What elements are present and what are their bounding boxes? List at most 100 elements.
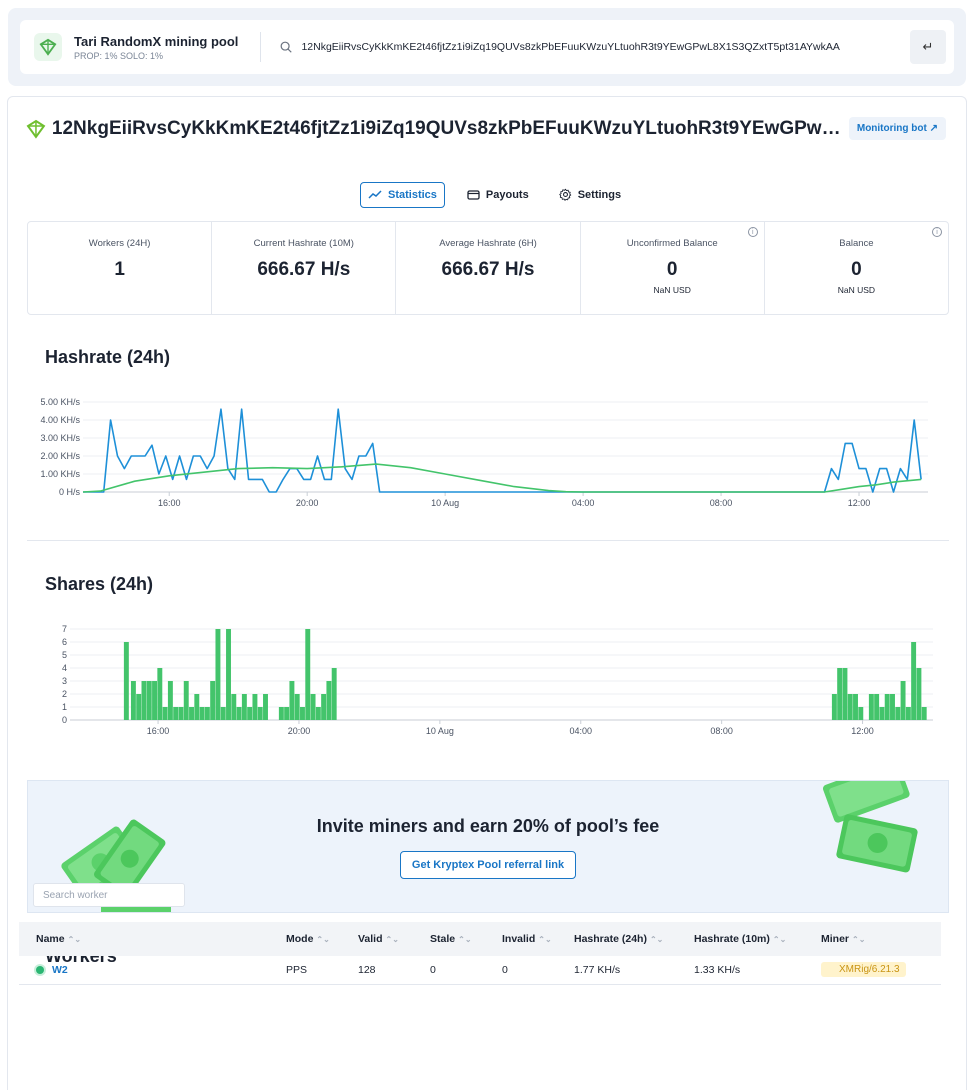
workers-table: Name ⌃⌄ Mode ⌃⌄ Valid ⌃⌄ Stale ⌃⌄ Invalid ⌃⌄ … [19, 922, 941, 985]
column-header-invalid[interactable]: Invalid ⌃⌄ [485, 922, 557, 956]
y-tick-label: 1.00 KH/s [40, 469, 80, 479]
enter-icon: ↵ [922, 39, 934, 54]
tari-logo-icon[interactable] [34, 33, 62, 61]
x-tick-label: 20:00 [288, 726, 311, 736]
table-row[interactable]: W2 PPS 128 0 0 1.77 KH/s 1.33 KH/s XMRig… [19, 956, 941, 985]
shares-bar [215, 629, 221, 720]
worker-mode: PPS [269, 956, 341, 985]
wallet-header: 12NkgEiiRvsCyKkKmKE2t46fjtZz1i9iZq19QUVs… [26, 117, 946, 140]
online-status-icon [36, 965, 44, 974]
stat-label: Balance [839, 238, 874, 249]
referral-link-button[interactable]: Get Kryptex Pool referral link [400, 851, 576, 879]
y-tick-label: 2.00 KH/s [40, 451, 80, 461]
shares-bar [204, 707, 210, 720]
shares-bar [263, 694, 268, 720]
shares-bar [146, 681, 152, 720]
x-tick-label: 16:00 [147, 726, 170, 736]
shares-bar [321, 694, 327, 720]
shares-bar [289, 681, 295, 720]
shares-bar [162, 707, 168, 720]
y-tick-label: 0 [62, 715, 67, 725]
shares-bar [183, 681, 189, 720]
address-search-input[interactable] [301, 41, 892, 53]
column-header-mode[interactable]: Mode ⌃⌄ [269, 922, 341, 956]
shares-bar [837, 668, 843, 720]
stat-usd-value: NaN USD [837, 285, 876, 295]
monitoring-bot-button[interactable]: Monitoring bot ↗ [848, 117, 946, 140]
shares-bar [278, 707, 284, 720]
worker-valid: 128 [341, 956, 413, 985]
shares-bar [921, 707, 927, 720]
column-header-name[interactable]: Name ⌃⌄ [19, 922, 269, 956]
stat-value: 1 [114, 259, 125, 280]
worker-miner-cell: XMRig/6.21.3 [804, 956, 941, 985]
stat-label: Current Hashrate (10M) [253, 238, 354, 249]
column-header-hashrate-24h[interactable]: Hashrate (24h) ⌃⌄ [557, 922, 677, 956]
shares-bar [331, 668, 337, 720]
shares-bar [868, 694, 874, 720]
shares-bar [123, 642, 129, 720]
column-header-miner[interactable]: Miner ⌃⌄ [804, 922, 941, 956]
hashrate-chart[interactable]: 0 H/s 1.00 KH/s 2.00 KH/s 3.00 KH/s 4.00 KH/… [28, 392, 948, 517]
shares-chart-title: Shares (24h) [45, 574, 154, 594]
x-tick-label: 04:00 [572, 498, 595, 508]
column-header-stale[interactable]: Stale ⌃⌄ [413, 922, 485, 956]
y-tick-label: 3 [62, 676, 67, 686]
tab-bar: Statistics Payouts Settings [360, 181, 629, 208]
shares-bar [879, 707, 885, 720]
shares-bar [247, 707, 253, 720]
tab-statistics[interactable]: Statistics [360, 181, 445, 208]
worker-name[interactable]: W2 [52, 963, 68, 976]
shares-bar [315, 707, 321, 720]
y-tick-label: 7 [62, 624, 67, 634]
stat-workers: Workers (24H) 1 [28, 222, 213, 314]
worker-hashrate-24h: 1.77 KH/s [557, 956, 677, 985]
shares-bar [900, 681, 906, 720]
pool-search-bar: Tari RandomX mining pool PROP: 1% SOLO: … [20, 20, 954, 74]
pool-selector[interactable]: Tari RandomX mining pool PROP: 1% SOLO: … [74, 34, 238, 61]
tari-logo-icon [26, 119, 46, 139]
shares-bar [831, 694, 837, 720]
tab-settings[interactable]: Settings [551, 181, 629, 208]
shares-bar [130, 681, 136, 720]
stat-label: Workers (24H) [88, 238, 151, 249]
x-tick-label: 12:00 [848, 498, 871, 508]
info-icon[interactable]: i [932, 227, 943, 237]
search-worker-input[interactable] [33, 883, 185, 907]
shares-bar [916, 668, 922, 720]
column-header-valid[interactable]: Valid ⌃⌄ [341, 922, 413, 956]
gear-icon [559, 188, 571, 201]
shares-bar [884, 694, 890, 720]
shares-bar [252, 694, 258, 720]
shares-bar [167, 681, 173, 720]
miner-badge[interactable]: XMRig/6.21.3 [821, 962, 906, 978]
shares-bar [136, 694, 142, 720]
shares-bar [294, 694, 300, 720]
tab-label: Settings [577, 188, 622, 201]
x-tick-label: 10 Aug [426, 726, 454, 736]
worker-name-cell[interactable]: W2 [19, 956, 269, 985]
y-tick-label: 0 H/s [59, 487, 81, 497]
shares-bar [310, 694, 316, 720]
shares-bar [911, 642, 917, 720]
y-tick-label: 4.00 KH/s [40, 415, 80, 425]
info-icon[interactable]: i [747, 227, 758, 237]
shares-chart[interactable]: 0 1 2 3 4 5 6 7 16:00 20:00 10 Aug 04:00 08:00 12:00 [28, 619, 948, 739]
tab-payouts[interactable]: Payouts [459, 182, 537, 208]
search-submit-button[interactable]: ↵ [910, 30, 946, 64]
stat-value: 666.67 H/s [441, 259, 535, 280]
top-bar: Tari RandomX mining pool PROP: 1% SOLO: … [8, 8, 966, 86]
wallet-address: 12NkgEiiRvsCyKkKmKE2t46fjtZz1i9iZq19QUVs… [51, 117, 849, 139]
shares-bar [842, 668, 848, 720]
stat-current-hashrate: Current Hashrate (10M) 666.67 H/s [212, 222, 397, 314]
y-tick-label: 1 [62, 702, 67, 712]
column-header-hashrate-10m[interactable]: Hashrate (10m) ⌃⌄ [677, 922, 804, 956]
pool-name: Tari RandomX mining pool [74, 33, 239, 49]
shares-bar [199, 707, 205, 720]
stat-balance: i Balance 0 NaN USD [765, 222, 948, 314]
average-hashrate-series-line [82, 463, 922, 493]
worker-invalid: 0 [485, 956, 557, 985]
shares-bar [284, 707, 290, 720]
shares-bar [300, 707, 305, 720]
shares-bar [189, 707, 194, 720]
